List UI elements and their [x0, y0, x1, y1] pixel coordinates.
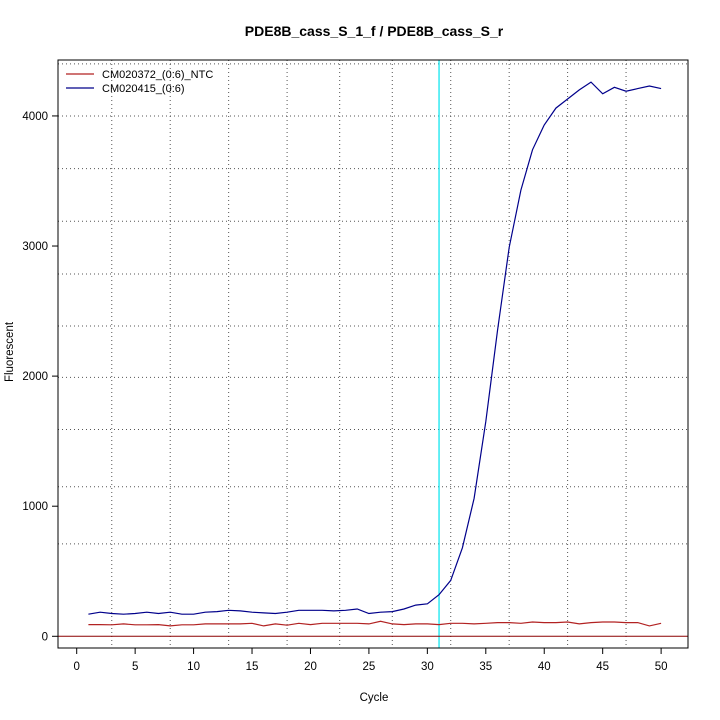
x-tick-label: 0: [73, 661, 79, 673]
x-tick-label: 10: [187, 661, 200, 673]
y-tick-label: 1000: [22, 501, 48, 513]
data-series: [88, 81, 662, 627]
x-tick-label: 35: [479, 661, 492, 673]
series-line-1: [88, 620, 662, 627]
y-tick-label: 3000: [22, 241, 48, 253]
x-tick-label: 50: [655, 661, 668, 673]
x-axis: 0 5 10 15 20 25 30 35 40 45 50: [73, 647, 668, 673]
x-tick-label: 45: [596, 661, 609, 673]
x-axis-label: Cycle: [360, 692, 389, 704]
chart-title: PDE8B_cass_S_1_f / PDE8B_cass_S_r: [245, 23, 504, 39]
x-tick-label: 30: [421, 661, 434, 673]
y-tick-label: 0: [42, 631, 48, 643]
x-tick-label: 15: [246, 661, 259, 673]
x-tick-label: 40: [538, 661, 551, 673]
y-axis-label: Fluorescent: [4, 321, 16, 382]
y-tick-label: 2000: [22, 371, 48, 383]
y-axis: 0 1000 2000 3000 4000: [22, 111, 59, 643]
legend-label-1: CM020372_(0:6)_NTC: [102, 69, 213, 81]
reference-lines: [58, 60, 688, 648]
legend-label-2: CM020415_(0:6): [102, 83, 185, 95]
grid-lines: [58, 60, 688, 648]
x-tick-label: 25: [363, 661, 376, 673]
x-tick-label: 20: [304, 661, 317, 673]
x-tick-label: 5: [132, 661, 138, 673]
legend: CM020372_(0:6)_NTC CM020415_(0:6): [66, 69, 213, 95]
y-tick-label: 4000: [22, 111, 48, 123]
series-line-2: [88, 81, 662, 615]
